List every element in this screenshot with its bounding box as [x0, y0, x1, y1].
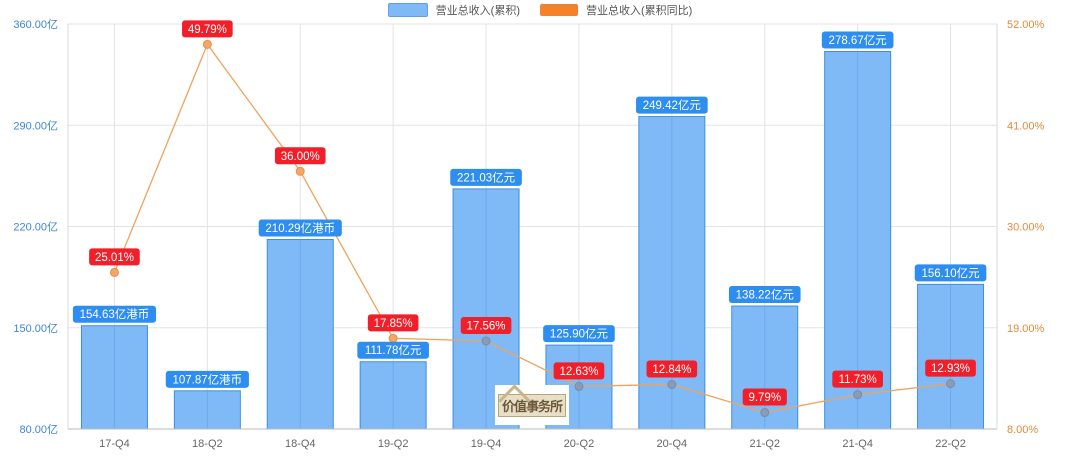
svg-text:107.87亿港币: 107.87亿港币 — [173, 373, 243, 386]
svg-text:138.22亿元: 138.22亿元 — [736, 289, 795, 302]
bar-value-label: 249.42亿元 — [636, 96, 708, 114]
legend-item-yoy[interactable]: 营业总收入(累积同比) — [540, 2, 692, 18]
svg-text:154.63亿港币: 154.63亿港币 — [80, 308, 150, 321]
line-value-label: 17.56% — [460, 317, 512, 335]
line-point[interactable] — [202, 39, 212, 49]
bar-value-label: 125.90亿元 — [543, 325, 615, 343]
svg-text:278.67亿元: 278.67亿元 — [829, 34, 888, 47]
line-point[interactable] — [481, 336, 491, 346]
svg-text:249.42亿元: 249.42亿元 — [643, 99, 702, 112]
bar-value-label: 221.03亿元 — [450, 168, 522, 186]
bar-value-label: 107.87亿港币 — [165, 370, 249, 388]
svg-text:12.93%: 12.93% — [931, 363, 970, 375]
line-value-label: 12.84% — [646, 360, 698, 378]
x-axis-tick: 20-Q2 — [564, 438, 595, 450]
line-value-label: 49.79% — [182, 20, 233, 38]
line-value-label: 9.79% — [742, 388, 787, 406]
svg-text:210.29亿港币: 210.29亿港币 — [265, 222, 335, 235]
line-value-label: 36.00% — [274, 147, 326, 165]
line-point[interactable] — [574, 381, 584, 391]
line-value-label: 12.93% — [925, 359, 976, 377]
right-axis-tick: 19.00% — [1007, 323, 1045, 335]
left-axis-tick: 360.00亿 — [13, 18, 58, 31]
legend-item-revenue[interactable]: 营业总收入(累积) — [387, 2, 520, 18]
svg-text:221.03亿元: 221.03亿元 — [457, 171, 516, 184]
x-axis-tick: 17-Q4 — [99, 438, 130, 450]
x-axis-tick: 19-Q4 — [471, 438, 502, 450]
chart-legend: 营业总收入(累积) 营业总收入(累积同比) — [0, 2, 1080, 18]
svg-text:9.79%: 9.79% — [748, 392, 781, 404]
line-point[interactable] — [667, 379, 677, 389]
legend-swatch-line — [540, 4, 578, 16]
x-axis-tick: 21-Q4 — [842, 438, 873, 450]
bar-value-label: 210.29亿港币 — [258, 219, 342, 237]
x-axis-tick: 20-Q4 — [657, 438, 688, 450]
watermark-text: 价值事务所 — [497, 393, 566, 417]
line-point[interactable] — [760, 408, 770, 418]
bar-value-label: 156.10亿元 — [914, 264, 987, 282]
svg-text:12.63%: 12.63% — [559, 366, 598, 378]
line-point[interactable] — [109, 267, 119, 277]
svg-text:36.00%: 36.00% — [281, 151, 320, 163]
right-axis-tick: 30.00% — [1007, 222, 1045, 234]
legend-label: 营业总收入(累积) — [435, 5, 520, 17]
line-value-label: 17.85% — [367, 314, 419, 332]
bar-value-label: 154.63亿港币 — [72, 305, 157, 323]
svg-text:17.56%: 17.56% — [467, 321, 506, 333]
svg-text:111.78亿元: 111.78亿元 — [365, 344, 422, 357]
right-axis-tick: 52.00% — [1007, 19, 1045, 31]
line-value-label: 25.01% — [89, 248, 140, 266]
line-point[interactable] — [295, 166, 305, 176]
svg-text:11.73%: 11.73% — [839, 374, 877, 386]
bar-value-label: 111.78亿元 — [357, 341, 429, 359]
x-axis-tick: 19-Q2 — [378, 438, 409, 450]
bar-value-label: 278.67亿元 — [821, 31, 894, 49]
line-point[interactable] — [853, 390, 863, 400]
x-axis-tick: 21-Q2 — [749, 438, 780, 450]
left-axis-tick: 220.00亿 — [13, 221, 58, 234]
svg-text:125.90亿元: 125.90亿元 — [550, 328, 609, 341]
legend-label: 营业总收入(累积同比) — [586, 5, 693, 17]
x-axis-tick: 18-Q2 — [192, 438, 223, 450]
x-axis-tick: 22-Q2 — [935, 438, 966, 450]
left-axis-tick: 290.00亿 — [13, 119, 58, 132]
bar-value-label: 138.22亿元 — [728, 286, 801, 304]
svg-text:25.01%: 25.01% — [95, 252, 134, 264]
line-point[interactable] — [388, 333, 398, 343]
svg-text:12.84%: 12.84% — [652, 364, 691, 376]
svg-text:156.10亿元: 156.10亿元 — [921, 267, 980, 280]
svg-text:49.79%: 49.79% — [188, 24, 227, 36]
x-axis-tick: 18-Q4 — [285, 438, 316, 450]
watermark-logo: 价值事务所 — [495, 384, 569, 425]
right-axis-tick: 41.00% — [1007, 120, 1045, 132]
left-axis-tick: 150.00亿 — [13, 322, 58, 335]
legend-swatch-bar — [387, 3, 428, 17]
line-value-label: 11.73% — [832, 370, 883, 388]
svg-text:17.85%: 17.85% — [374, 318, 413, 330]
yoy-line — [113, 43, 951, 414]
right-axis-tick: 8.00% — [1007, 424, 1038, 436]
line-value-label: 12.63% — [553, 362, 605, 380]
left-axis-tick: 80.00亿 — [19, 423, 58, 436]
line-point[interactable] — [946, 379, 956, 389]
